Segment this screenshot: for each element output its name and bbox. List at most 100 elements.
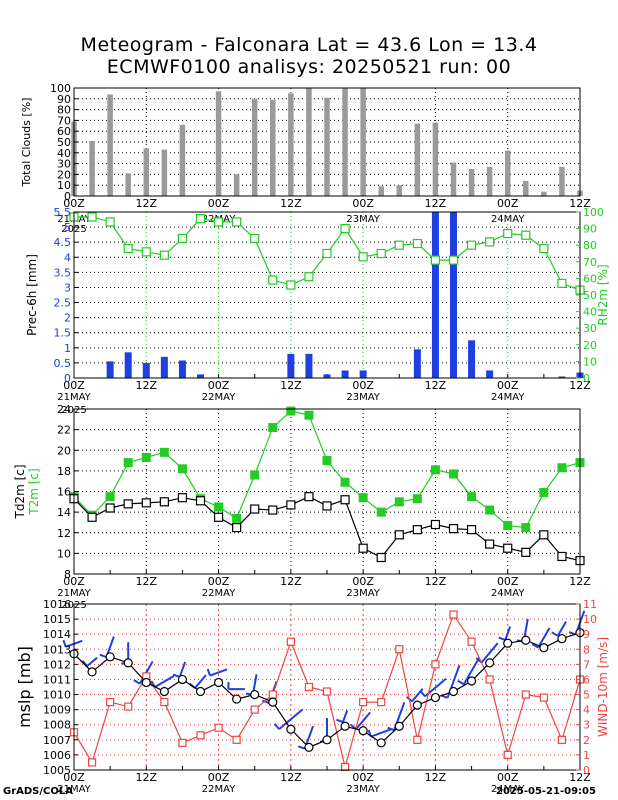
precip-bar (197, 374, 204, 378)
y-tick-label-2: 20 (57, 444, 71, 457)
x-tick-label-3: 00Z (352, 771, 374, 784)
y-axis-label-rh: RH2m [%] (596, 264, 610, 325)
td2m-marker (268, 505, 278, 515)
td2m-marker (557, 551, 567, 562)
precip-bar (359, 370, 367, 378)
precip-bar (341, 370, 349, 378)
y2-tick-label-1: 20 (583, 339, 597, 352)
wind-arrow (480, 642, 499, 664)
y2-tick-label-3: 8 (583, 643, 590, 656)
rh-marker (159, 250, 169, 260)
td2m-marker (340, 495, 350, 505)
y-tick-label-3: 1013 (43, 643, 71, 656)
wind-barb (531, 643, 539, 649)
precip-bar (468, 340, 476, 378)
rh-marker (232, 217, 242, 227)
td2m-marker (466, 525, 477, 535)
t2m-marker (358, 493, 368, 503)
y-tick-label-0: 40 (57, 147, 71, 160)
x-tick-label-1: 00Z (63, 379, 85, 392)
rh-marker (448, 255, 459, 265)
y-tick-label-3: 1009 (43, 704, 71, 717)
y-tick-label-1: 2.5 (54, 297, 72, 310)
y2-tick-label-1: 60 (583, 272, 597, 285)
wind-barb (81, 660, 88, 667)
wind-arrow (209, 668, 228, 677)
td2m-marker (358, 543, 368, 553)
wind-arrow (342, 710, 349, 723)
td2m-marker (123, 499, 133, 509)
mslp-marker (268, 697, 278, 707)
rh-marker (304, 272, 314, 282)
rh-marker (394, 240, 404, 250)
footer-timestamp: 2025-05-21-09:05 (496, 786, 596, 797)
precip-bar (160, 356, 168, 378)
wind-arrow (86, 656, 98, 667)
y2-tick-label-3: 7 (583, 658, 590, 671)
footer-credit: GrADS/COLA (3, 786, 73, 797)
wind-speed-marker (124, 702, 133, 711)
x-tick-label-1: 00Z (208, 379, 230, 392)
wind-barb (261, 699, 270, 704)
mslp-marker (123, 658, 133, 668)
td2m-marker (539, 530, 549, 540)
rh-marker (105, 217, 115, 227)
x-date-label-3: 22MAY (202, 784, 236, 795)
y2-tick-label-3: 3 (583, 719, 590, 732)
td2m-marker (376, 552, 386, 563)
wind-speed-marker (178, 738, 187, 747)
mslp-marker (430, 692, 441, 703)
cloud-bar (288, 93, 294, 196)
y2-tick-label-3: 9 (583, 628, 590, 641)
y-tick-label-0: 70 (57, 114, 71, 127)
x-tick-label-0: 00Z (352, 197, 374, 210)
y2-tick-label-1: 30 (583, 322, 597, 335)
t2m-marker (412, 494, 422, 504)
wind-speed-marker (359, 697, 368, 707)
x-tick-label-2: 00Z (497, 575, 519, 588)
mslp-marker (358, 726, 368, 736)
wind-speed-marker (539, 693, 548, 702)
wind-speed-marker (395, 645, 404, 654)
y-tick-label-1: 3 (64, 281, 71, 294)
wind-barb (99, 653, 107, 659)
x-tick-label-0: 00Z (208, 197, 230, 210)
wind-barb (387, 726, 395, 732)
x-tick-label-2: 12Z (425, 575, 447, 588)
y-tick-label-2: 12 (57, 527, 71, 540)
y-tick-label-3: 1014 (43, 628, 71, 641)
cloud-bar (251, 98, 258, 196)
rh-marker (539, 243, 549, 254)
y2-tick-label-1: 80 (583, 239, 597, 252)
y-tick-label-0: 20 (57, 168, 71, 181)
precip-bar (558, 376, 566, 378)
wind-barb (133, 679, 141, 685)
y2-tick-label-3: 2 (583, 734, 590, 747)
td2m-marker (412, 525, 422, 535)
t2m-marker (214, 502, 224, 512)
t2m-marker (177, 464, 187, 474)
rh-marker (503, 228, 513, 239)
x-tick-label-1: 12Z (136, 379, 158, 392)
wind-speed-marker (232, 735, 241, 744)
x-date-label-1: 24MAY (491, 392, 525, 403)
y-tick-label-3: 1007 (43, 734, 71, 747)
y2-tick-label-3: 5 (583, 689, 590, 702)
y-tick-label-1: 1 (64, 342, 71, 355)
rh-marker (430, 255, 441, 265)
y2-tick-label-1: 40 (583, 306, 597, 319)
td2m-marker (304, 492, 314, 502)
rh-marker (412, 238, 422, 249)
mslp-marker (304, 742, 314, 752)
x-tick-label-1: 12Z (280, 379, 302, 392)
x-tick-label-2: 12Z (136, 575, 158, 588)
td2m-marker (448, 524, 459, 534)
y-tick-label-2: 16 (57, 486, 71, 499)
wind-speed-marker (196, 731, 205, 740)
y-tick-label-0: 30 (57, 158, 71, 171)
t2m-marker (467, 492, 477, 502)
x-tick-label-3: 12Z (280, 771, 302, 784)
td2m-marker (177, 493, 188, 503)
y2-tick-label-3: 1 (583, 749, 590, 762)
y-tick-label-1: 5 (64, 221, 71, 234)
